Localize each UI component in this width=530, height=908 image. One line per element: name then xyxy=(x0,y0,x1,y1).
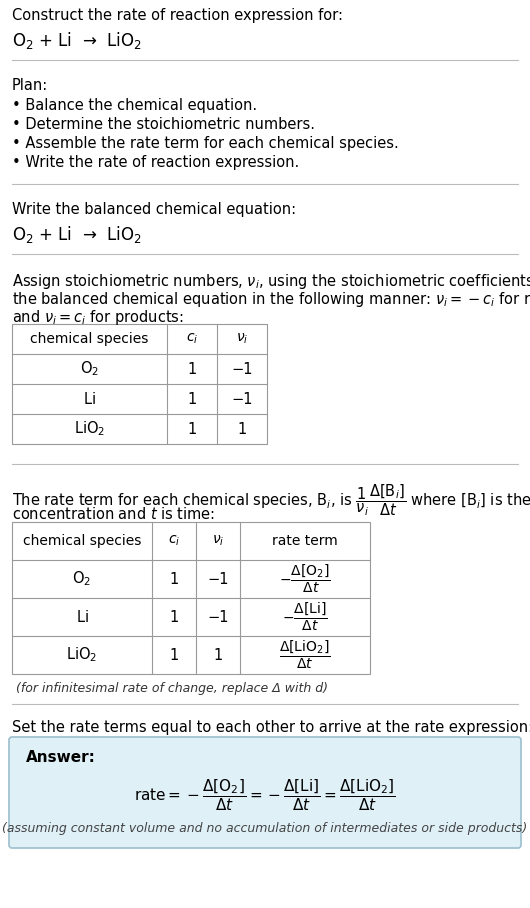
Text: • Assemble the rate term for each chemical species.: • Assemble the rate term for each chemic… xyxy=(12,136,399,151)
Text: The rate term for each chemical species, $\mathrm{B}_i$, is $\dfrac{1}{\nu_i}\df: The rate term for each chemical species,… xyxy=(12,482,530,518)
Text: chemical species: chemical species xyxy=(23,534,141,548)
Text: (for infinitesimal rate of change, replace Δ with d): (for infinitesimal rate of change, repla… xyxy=(16,682,328,695)
Text: −1: −1 xyxy=(231,391,253,407)
Text: the balanced chemical equation in the following manner: $\nu_i = -c_i$ for react: the balanced chemical equation in the fo… xyxy=(12,290,530,309)
Text: (assuming constant volume and no accumulation of intermediates or side products): (assuming constant volume and no accumul… xyxy=(2,822,528,835)
Bar xyxy=(12,522,370,674)
Text: $\mathrm{O_2}$ + Li  →  $\mathrm{LiO_2}$: $\mathrm{O_2}$ + Li → $\mathrm{LiO_2}$ xyxy=(12,224,142,245)
Text: $\mathrm{Li}$: $\mathrm{Li}$ xyxy=(76,609,89,625)
Text: $\nu_i$: $\nu_i$ xyxy=(212,534,224,548)
Text: $\nu_i$: $\nu_i$ xyxy=(236,331,248,346)
Text: and $\nu_i = c_i$ for products:: and $\nu_i = c_i$ for products: xyxy=(12,308,184,327)
Text: $-\dfrac{\Delta[\mathrm{Li}]}{\Delta t}$: $-\dfrac{\Delta[\mathrm{Li}]}{\Delta t}$ xyxy=(282,601,328,633)
Text: 1: 1 xyxy=(188,361,197,377)
Text: $\mathrm{rate} = -\dfrac{\Delta[\mathrm{O_2}]}{\Delta t} = -\dfrac{\Delta[\mathr: $\mathrm{rate} = -\dfrac{\Delta[\mathrm{… xyxy=(134,777,396,813)
Text: 1: 1 xyxy=(188,421,197,437)
Text: 1: 1 xyxy=(170,609,179,625)
Text: $\mathrm{O_2}$: $\mathrm{O_2}$ xyxy=(80,360,99,379)
Text: 1: 1 xyxy=(188,391,197,407)
Text: 1: 1 xyxy=(237,421,246,437)
Text: −1: −1 xyxy=(207,609,229,625)
Text: $\mathrm{O_2}$: $\mathrm{O_2}$ xyxy=(73,569,92,588)
Text: • Determine the stoichiometric numbers.: • Determine the stoichiometric numbers. xyxy=(12,117,315,132)
Text: $-\dfrac{\Delta[\mathrm{O_2}]}{\Delta t}$: $-\dfrac{\Delta[\mathrm{O_2}]}{\Delta t}… xyxy=(279,563,331,595)
Text: rate term: rate term xyxy=(272,534,338,548)
Text: 1: 1 xyxy=(170,571,179,587)
Text: $\dfrac{\Delta[\mathrm{LiO_2}]}{\Delta t}$: $\dfrac{\Delta[\mathrm{LiO_2}]}{\Delta t… xyxy=(279,639,331,671)
Text: • Write the rate of reaction expression.: • Write the rate of reaction expression. xyxy=(12,155,299,170)
Text: −1: −1 xyxy=(231,361,253,377)
Text: Construct the rate of reaction expression for:: Construct the rate of reaction expressio… xyxy=(12,8,343,23)
Text: $c_i$: $c_i$ xyxy=(186,331,198,346)
Text: • Balance the chemical equation.: • Balance the chemical equation. xyxy=(12,98,257,113)
Text: Set the rate terms equal to each other to arrive at the rate expression:: Set the rate terms equal to each other t… xyxy=(12,720,530,735)
Text: $\mathrm{Li}$: $\mathrm{Li}$ xyxy=(83,391,96,407)
Text: $\mathrm{O_2}$ + Li  →  $\mathrm{LiO_2}$: $\mathrm{O_2}$ + Li → $\mathrm{LiO_2}$ xyxy=(12,30,142,51)
Text: Write the balanced chemical equation:: Write the balanced chemical equation: xyxy=(12,202,296,217)
Text: $\mathrm{LiO_2}$: $\mathrm{LiO_2}$ xyxy=(74,419,105,439)
FancyBboxPatch shape xyxy=(9,737,521,848)
Text: concentration and $t$ is time:: concentration and $t$ is time: xyxy=(12,506,215,522)
Text: chemical species: chemical species xyxy=(30,332,149,346)
Text: Answer:: Answer: xyxy=(26,750,96,765)
Text: $\mathrm{LiO_2}$: $\mathrm{LiO_2}$ xyxy=(66,646,98,665)
Text: −1: −1 xyxy=(207,571,229,587)
Bar xyxy=(12,324,267,444)
Text: Plan:: Plan: xyxy=(12,78,48,93)
Text: Assign stoichiometric numbers, $\nu_i$, using the stoichiometric coefficients, $: Assign stoichiometric numbers, $\nu_i$, … xyxy=(12,272,530,291)
Text: 1: 1 xyxy=(170,647,179,663)
Text: $c_i$: $c_i$ xyxy=(168,534,180,548)
Text: 1: 1 xyxy=(214,647,223,663)
